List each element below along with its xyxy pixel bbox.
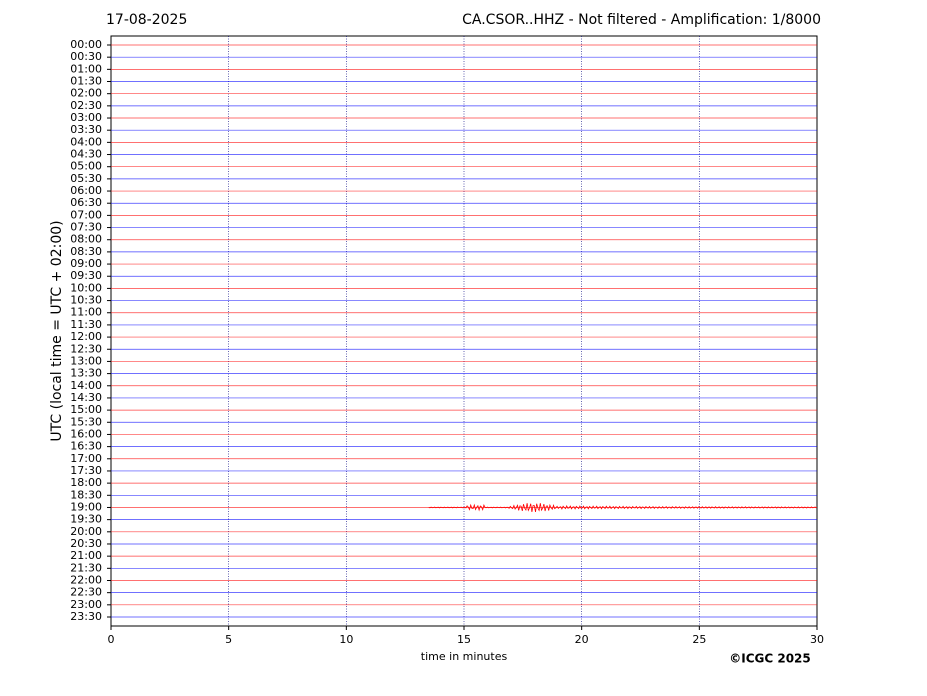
y-tick-label: 12:30 <box>70 342 102 355</box>
chart-title: CA.CSOR..HHZ - Not filtered - Amplificat… <box>462 12 821 28</box>
y-tick-label: 16:30 <box>70 440 102 453</box>
x-tick-label: 30 <box>810 633 824 646</box>
y-tick-label: 14:00 <box>70 379 102 392</box>
y-tick-label: 08:30 <box>70 245 102 258</box>
y-axis-label: UTC (local time = UTC + 02:00) <box>49 220 65 441</box>
y-tick-label: 06:30 <box>70 196 102 209</box>
y-tick-label: 15:00 <box>70 403 102 416</box>
y-tick-label: 19:30 <box>70 513 102 526</box>
x-tick-label: 20 <box>575 633 589 646</box>
y-tick-label: 00:30 <box>70 50 102 63</box>
y-tick-label: 01:30 <box>70 75 102 88</box>
y-tick-label: 14:30 <box>70 391 102 404</box>
y-tick-label: 23:30 <box>70 610 102 623</box>
x-axis-label: time in minutes <box>421 650 508 663</box>
y-tick-label: 01:00 <box>70 62 102 75</box>
y-tick-label: 20:30 <box>70 537 102 550</box>
x-tick-label: 10 <box>339 633 353 646</box>
y-tick-label: 06:00 <box>70 184 102 197</box>
y-tick-label: 13:30 <box>70 367 102 380</box>
y-tick-label: 21:30 <box>70 561 102 574</box>
y-tick-label: 04:00 <box>70 135 102 148</box>
y-tick-label: 10:30 <box>70 294 102 307</box>
y-tick-label: 08:00 <box>70 233 102 246</box>
y-tick-label: 04:30 <box>70 148 102 161</box>
y-tick-label: 07:00 <box>70 208 102 221</box>
event-waveform <box>428 503 817 512</box>
y-tick-label: 11:30 <box>70 318 102 331</box>
x-tick-label: 5 <box>225 633 232 646</box>
y-tick-label: 21:00 <box>70 549 102 562</box>
y-tick-label: 02:00 <box>70 87 102 100</box>
x-tick-label: 25 <box>692 633 706 646</box>
y-tick-label: 13:00 <box>70 354 102 367</box>
y-tick-label: 02:30 <box>70 99 102 112</box>
y-tick-label: 10:00 <box>70 281 102 294</box>
chart-date: 17-08-2025 <box>106 12 187 28</box>
x-tick-label: 15 <box>457 633 471 646</box>
y-tick-label: 05:00 <box>70 160 102 173</box>
y-tick-label: 22:00 <box>70 573 102 586</box>
y-tick-label: 09:30 <box>70 269 102 282</box>
credit: ©ICGC 2025 <box>729 652 811 666</box>
y-tick-label: 16:00 <box>70 427 102 440</box>
y-tick-label: 15:30 <box>70 415 102 428</box>
y-tick-label: 07:30 <box>70 221 102 234</box>
y-tick-label: 03:30 <box>70 123 102 136</box>
y-tick-label: 12:00 <box>70 330 102 343</box>
y-tick-label: 11:00 <box>70 306 102 319</box>
y-tick-label: 17:30 <box>70 464 102 477</box>
y-tick-label: 20:00 <box>70 525 102 538</box>
y-tick-label: 19:00 <box>70 500 102 513</box>
y-tick-label: 00:00 <box>70 38 102 51</box>
y-tick-label: 09:00 <box>70 257 102 270</box>
y-tick-label: 22:30 <box>70 586 102 599</box>
y-tick-label: 18:00 <box>70 476 102 489</box>
y-tick-label: 03:00 <box>70 111 102 124</box>
y-tick-label: 18:30 <box>70 488 102 501</box>
y-tick-label: 17:00 <box>70 452 102 465</box>
y-tick-label: 23:00 <box>70 598 102 611</box>
x-tick-label: 0 <box>108 633 115 646</box>
y-tick-label: 05:30 <box>70 172 102 185</box>
